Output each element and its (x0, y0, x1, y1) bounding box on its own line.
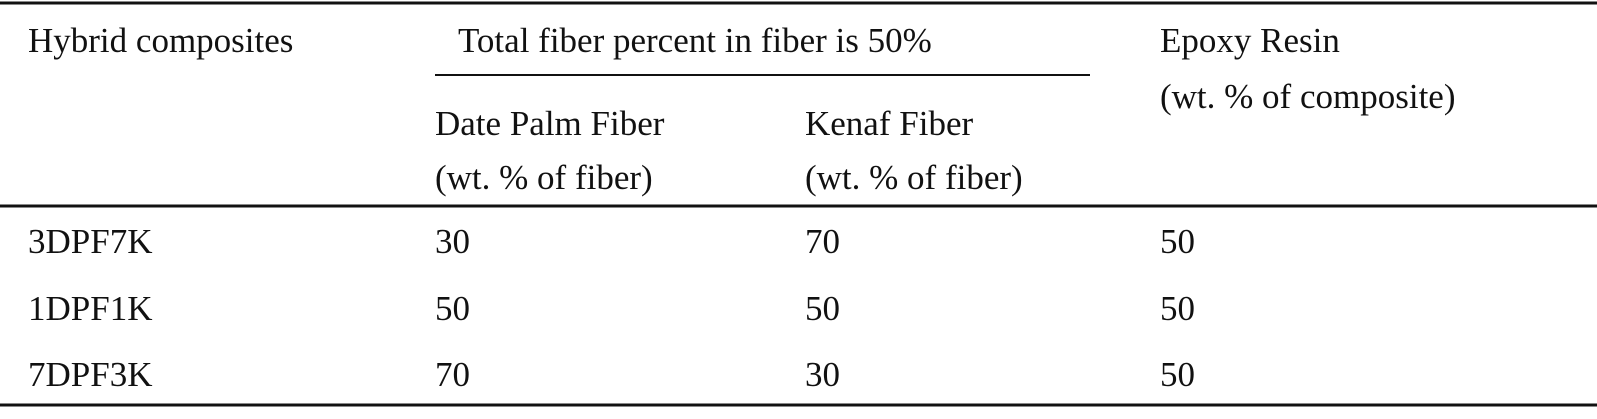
cell: 50 (435, 289, 470, 328)
header-cell: (wt. % of fiber) (435, 158, 653, 197)
header-cell: (wt. % of composite) (1160, 77, 1455, 116)
cell: 50 (1160, 222, 1195, 261)
row-label: 3DPF7K (28, 222, 152, 261)
cell: 30 (805, 355, 840, 394)
cell: 70 (435, 355, 470, 394)
header-cell: Epoxy Resin (1160, 21, 1340, 60)
row-label: 7DPF3K (28, 355, 152, 394)
cell: 50 (1160, 355, 1195, 394)
row-label: 1DPF1K (28, 289, 152, 328)
header-cell: Date Palm Fiber (435, 104, 665, 143)
cell: 70 (805, 222, 840, 261)
cell: 30 (435, 222, 470, 261)
header-cell: (wt. % of fiber) (805, 158, 1023, 197)
cell: 50 (805, 289, 840, 328)
header-cell: Hybrid composites (28, 21, 293, 60)
header-cell: Kenaf Fiber (805, 104, 973, 143)
header-group: Total fiber percent in fiber is 50% (458, 21, 932, 60)
cell: 50 (1160, 289, 1195, 328)
